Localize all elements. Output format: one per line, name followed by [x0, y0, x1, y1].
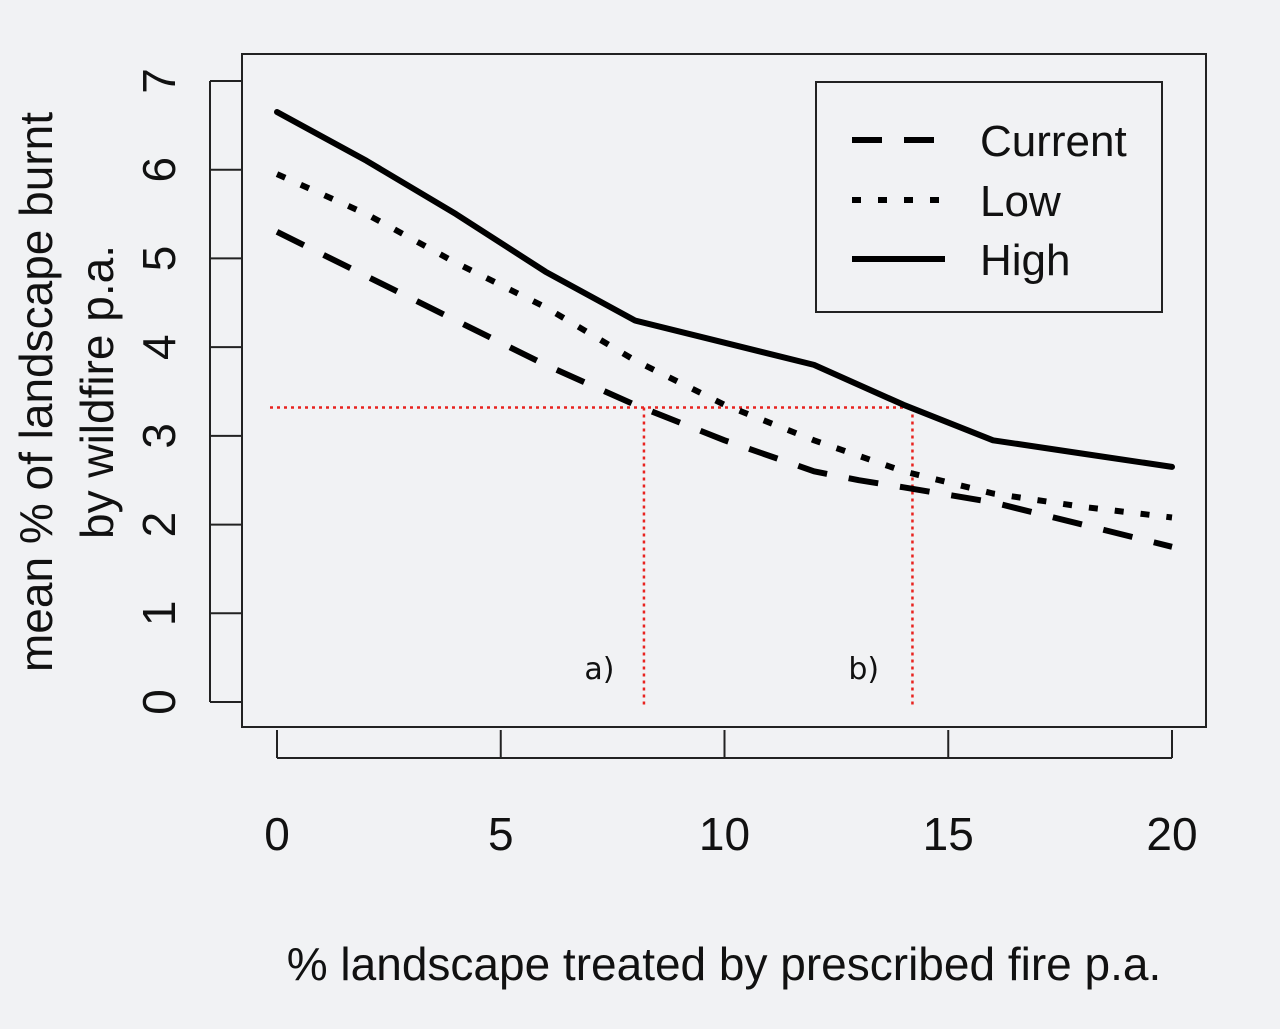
series-line-high — [274, 109, 1175, 470]
y-tick-label: 5 — [133, 246, 185, 272]
y-tick-label: 7 — [133, 68, 185, 94]
x-axis-title: % landscape treated by prescribed fire p… — [287, 938, 1162, 990]
x-tick-label: 10 — [699, 808, 750, 860]
y-tick-label: 3 — [133, 423, 185, 449]
x-tick-label: 5 — [488, 808, 514, 860]
legend-label-low: Low — [980, 177, 1061, 226]
series-line-current — [275, 229, 1173, 550]
legend-box — [815, 81, 1163, 313]
y-tick-label: 2 — [133, 512, 185, 538]
legend-label-high: High — [980, 236, 1071, 285]
annotation-label: b) — [848, 652, 879, 687]
x-tick-label: 20 — [1146, 808, 1197, 860]
x-tick-label: 15 — [923, 808, 974, 860]
y-tick-label: 6 — [133, 157, 185, 183]
y-tick-label: 0 — [133, 689, 185, 715]
plot-layer: 0 5 10 15 20 0 1 2 3 4 5 6 7 % landscape treated by p… — [10, 53, 1207, 990]
y-tick-label: 4 — [133, 334, 185, 360]
y-axis-title-line1: mean % of landscape burnt — [10, 112, 62, 672]
annotation-label: a) — [584, 652, 614, 687]
y-axis-title-line2: by wildfire p.a. — [71, 245, 123, 539]
legend-label-current: Current — [980, 117, 1127, 166]
x-tick-label: 0 — [264, 808, 290, 860]
y-tick-label: 1 — [133, 600, 185, 626]
plot-frame — [241, 53, 1207, 728]
